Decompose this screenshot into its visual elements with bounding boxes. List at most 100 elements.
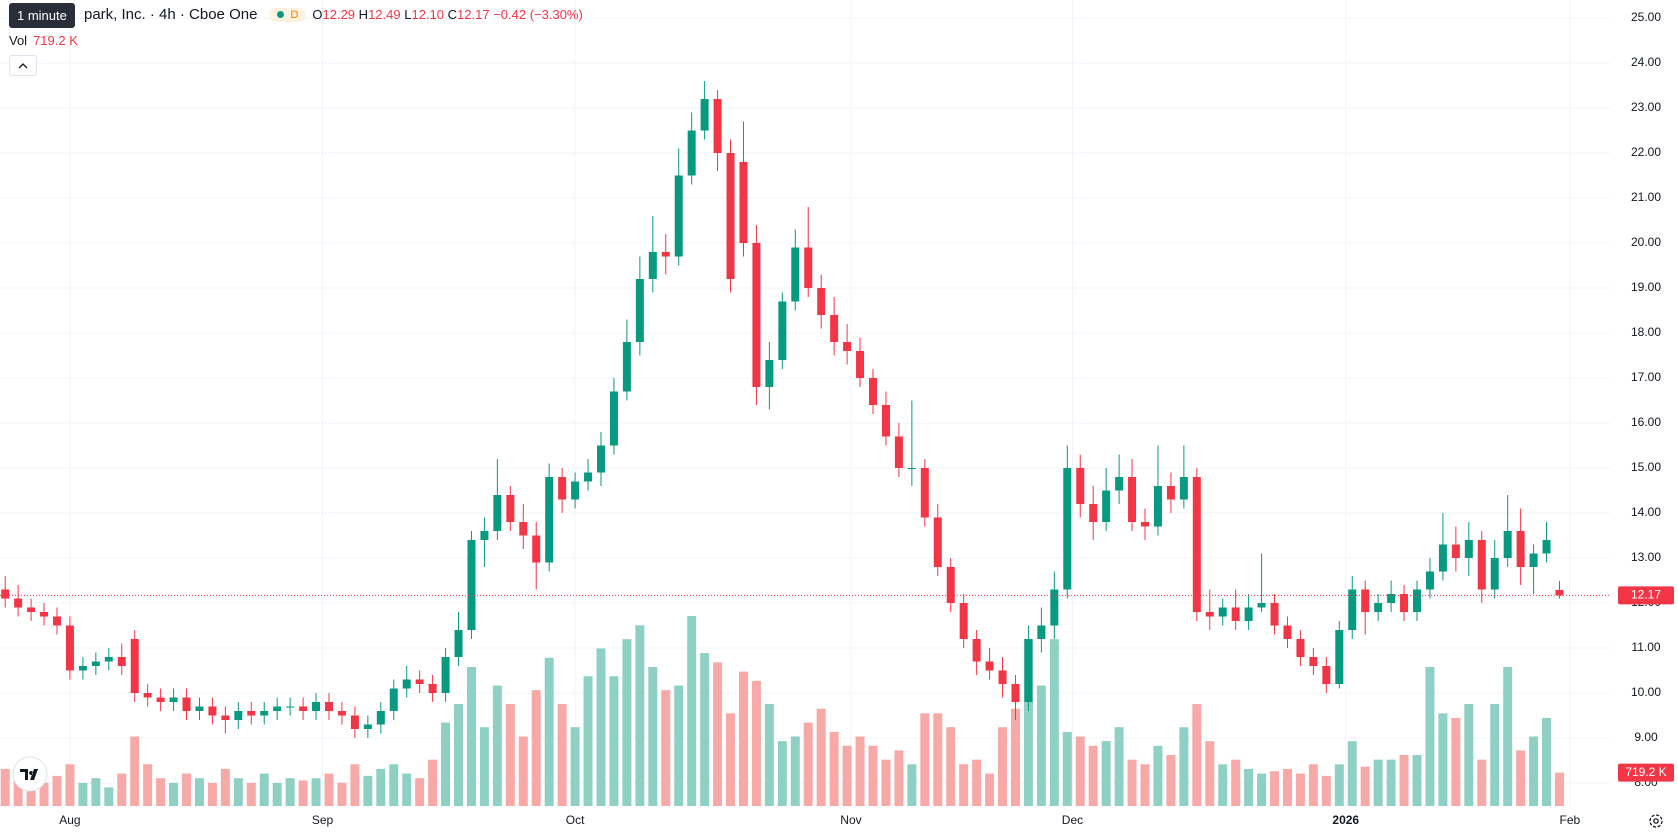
- candle-body: [596, 445, 605, 473]
- candle-body: [1192, 477, 1201, 612]
- candle-body: [40, 612, 49, 617]
- y-tick-label: 17.00: [1631, 370, 1661, 384]
- y-tick-label: 14.00: [1631, 505, 1661, 519]
- candle-body: [946, 567, 955, 603]
- volume-bar: [1205, 741, 1215, 806]
- candle-body: [584, 472, 593, 482]
- candle-body: [195, 706, 204, 711]
- candle-body: [1244, 607, 1253, 621]
- candle-body: [881, 405, 890, 437]
- candle-body: [700, 99, 709, 131]
- volume-bar: [881, 759, 891, 806]
- collapse-button[interactable]: [9, 55, 37, 76]
- volume-bar: [1179, 727, 1189, 806]
- volume-bar: [285, 778, 295, 806]
- volume-bar: [855, 736, 865, 806]
- candle-body: [1141, 522, 1150, 527]
- candle-body: [91, 661, 100, 666]
- candle-body: [558, 477, 567, 500]
- volume-bar: [1554, 772, 1564, 806]
- y-tick-label: 16.00: [1631, 415, 1661, 429]
- logo-mark: [20, 769, 38, 780]
- change: −0.42 (−3.30%): [493, 7, 583, 22]
- candle-body: [545, 477, 554, 563]
- tooltip: 1 minute: [9, 3, 75, 28]
- x-tick-label: Aug: [59, 813, 80, 827]
- volume-bar: [91, 778, 101, 806]
- volume-bar: [104, 787, 114, 806]
- volume-bar: [1373, 759, 1383, 806]
- candle-body: [260, 711, 269, 716]
- y-tick-label: 21.00: [1631, 190, 1661, 204]
- status-badge[interactable]: D: [269, 7, 307, 22]
- candle-body: [1451, 544, 1460, 558]
- symbol-title[interactable]: park, Inc. · 4h · Cboe One: [84, 6, 258, 23]
- volume-bar: [1516, 750, 1526, 806]
- volume-bar: [726, 713, 736, 806]
- candle-body: [428, 684, 437, 693]
- volume-bar: [1386, 759, 1396, 806]
- settings-icon[interactable]: [1649, 814, 1663, 828]
- candle-body: [920, 468, 929, 518]
- volume-bar: [518, 736, 528, 806]
- volume-bar: [1114, 727, 1124, 806]
- volume-bar: [1218, 764, 1228, 806]
- volume-bar: [1347, 741, 1357, 806]
- volume-bar: [1075, 736, 1085, 806]
- volume-bar: [1244, 768, 1254, 806]
- volume-bar: [182, 773, 192, 806]
- volume-bar: [441, 722, 451, 806]
- candle-body: [1063, 468, 1072, 590]
- candle-body: [350, 715, 359, 729]
- candle-body: [1464, 540, 1473, 558]
- volume-bar: [1257, 773, 1267, 806]
- c-value: 12.17: [457, 7, 490, 22]
- candle-body: [532, 535, 541, 563]
- volume-bar: [1231, 759, 1241, 806]
- candle-body: [1348, 589, 1357, 630]
- volume-bar: [777, 741, 787, 806]
- y-tick-label: 19.00: [1631, 280, 1661, 294]
- candle-body: [337, 711, 346, 716]
- volume-bar: [764, 704, 774, 806]
- volume-bar: [1153, 745, 1163, 806]
- volume-bar: [1036, 685, 1046, 806]
- candle-body: [454, 630, 463, 657]
- volume-bar: [117, 773, 127, 806]
- volume-bar: [1425, 666, 1435, 806]
- candle-body: [1024, 639, 1033, 702]
- volume-bar: [1166, 755, 1176, 806]
- volume-bar: [246, 782, 256, 806]
- c-letter: C: [447, 7, 458, 22]
- candle-body: [169, 697, 178, 702]
- candle-body: [14, 598, 23, 608]
- candle-body: [1374, 603, 1383, 612]
- volume-tag-label: 719.2 K: [1625, 765, 1666, 779]
- volume-bar: [454, 704, 464, 806]
- volume-bar: [220, 768, 230, 806]
- candle-body: [1425, 571, 1434, 590]
- vol-value: 719.2 K: [33, 33, 78, 48]
- candle-body: [234, 711, 243, 720]
- volume-bar: [311, 778, 321, 806]
- candle-body: [65, 625, 74, 671]
- symbol-legend: park, Inc. · 4h · Cboe One D O12.29 H12.…: [84, 6, 583, 23]
- y-tick-label: 11.00: [1631, 640, 1660, 654]
- candle-body: [52, 616, 61, 626]
- ohlc: O12.29 H12.49 L12.10 C12.17 −0.42 (−3.30…: [312, 7, 582, 22]
- volume-bar: [169, 782, 179, 806]
- candle-body: [713, 99, 722, 153]
- volume-bar: [1399, 755, 1409, 806]
- volume-bar: [700, 653, 710, 806]
- o-letter: O: [312, 7, 323, 22]
- volume-bar: [130, 736, 140, 806]
- x-tick-label: Oct: [566, 813, 585, 827]
- volume-bar: [52, 775, 62, 806]
- candle-body: [1128, 477, 1137, 522]
- gear-inner: [1653, 818, 1659, 824]
- candle-body: [1400, 594, 1409, 612]
- candle-body: [804, 247, 813, 288]
- volume-bar: [1542, 717, 1552, 806]
- volume-bar: [1295, 773, 1305, 806]
